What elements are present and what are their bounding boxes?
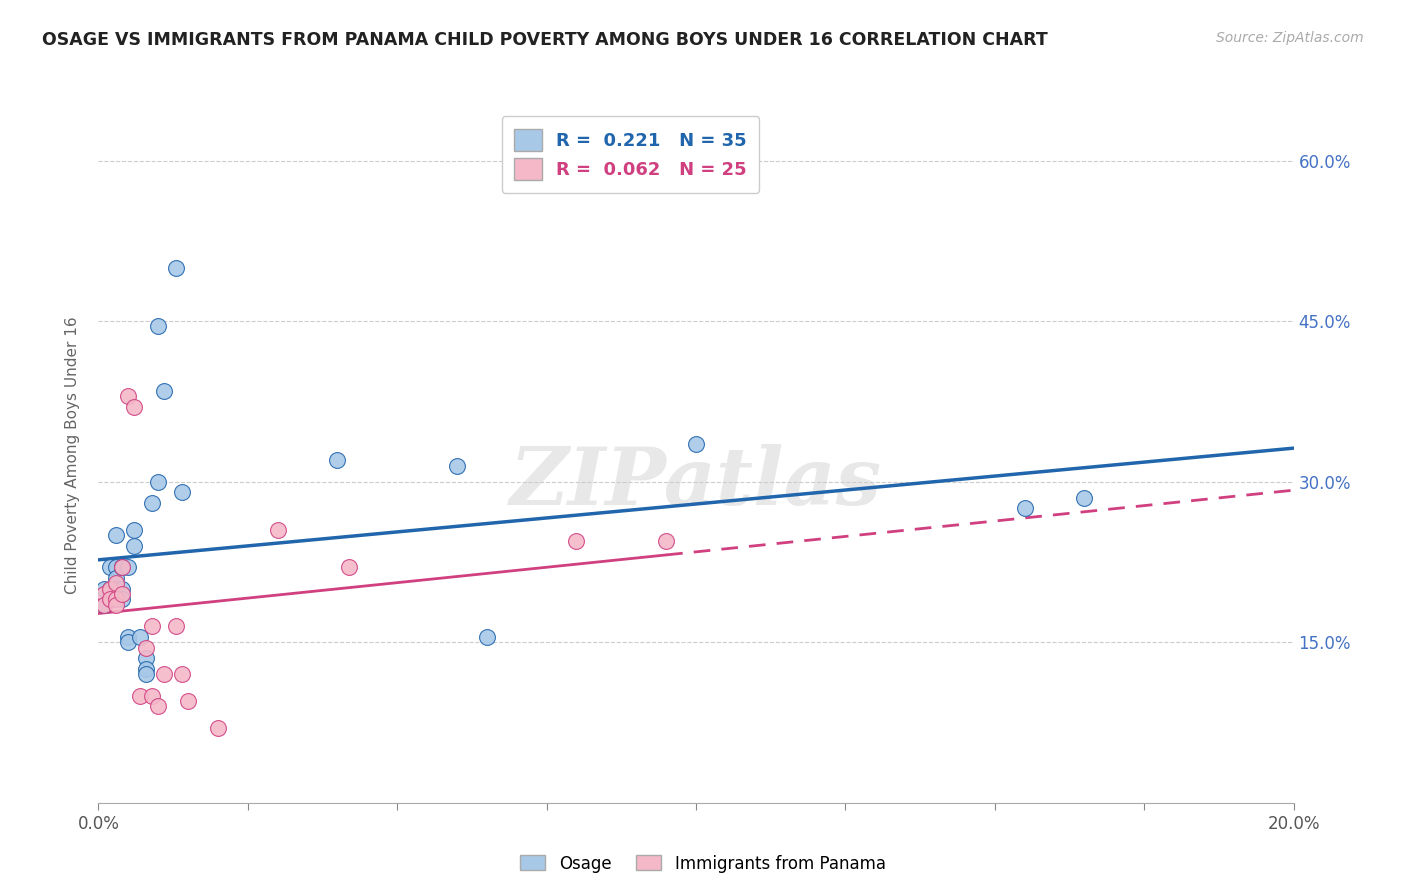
Point (1014, 501, 1036, 516)
Point (111, 592, 134, 607)
Point (105, 528, 128, 542)
Point (135, 640, 157, 655)
Point (177, 694, 200, 708)
Point (141, 619, 163, 633)
Point (141, 496, 163, 510)
Point (446, 458, 468, 473)
Point (100, 582, 122, 596)
Text: ZIPatlas: ZIPatlas (510, 444, 882, 522)
Point (100, 560, 122, 574)
Point (172, 667, 194, 681)
Point (655, 533, 678, 548)
Point (124, 539, 146, 553)
Point (267, 523, 290, 537)
Point (100, 592, 122, 607)
Point (124, 400, 146, 414)
Point (105, 560, 128, 574)
Text: Source: ZipAtlas.com: Source: ZipAtlas.com (1216, 31, 1364, 45)
Point (93, 598, 115, 612)
Point (105, 571, 128, 585)
Point (135, 667, 157, 681)
Point (117, 630, 139, 644)
Point (105, 592, 128, 607)
Point (148, 699, 170, 714)
Point (105, 598, 128, 612)
Point (100, 592, 122, 607)
Point (685, 437, 707, 451)
Point (105, 576, 128, 591)
Point (207, 721, 229, 735)
Point (135, 651, 157, 665)
Point (105, 582, 128, 596)
Point (111, 560, 134, 574)
Y-axis label: Child Poverty Among Boys Under 16: Child Poverty Among Boys Under 16 (65, 316, 80, 594)
Point (135, 662, 157, 676)
Point (129, 630, 152, 644)
Point (1073, 491, 1095, 505)
Point (93, 582, 115, 596)
Legend: R =  0.221   N = 35, R =  0.062   N = 25: R = 0.221 N = 35, R = 0.062 N = 25 (502, 116, 759, 193)
Point (148, 475, 170, 489)
Point (153, 384, 176, 398)
Legend: Osage, Immigrants from Panama: Osage, Immigrants from Panama (513, 848, 893, 880)
Point (111, 560, 134, 574)
Point (172, 485, 194, 500)
Text: OSAGE VS IMMIGRANTS FROM PANAMA CHILD POVERTY AMONG BOYS UNDER 16 CORRELATION CH: OSAGE VS IMMIGRANTS FROM PANAMA CHILD PO… (42, 31, 1047, 49)
Point (117, 635, 139, 649)
Point (165, 260, 187, 275)
Point (105, 592, 128, 607)
Point (100, 582, 122, 596)
Point (93, 587, 115, 601)
Point (93, 598, 115, 612)
Point (111, 587, 134, 601)
Point (124, 523, 146, 537)
Point (111, 560, 134, 574)
Point (117, 560, 139, 574)
Point (141, 689, 163, 703)
Point (475, 630, 498, 644)
Point (153, 667, 176, 681)
Point (165, 619, 187, 633)
Point (339, 560, 360, 574)
Point (129, 689, 152, 703)
Point (117, 389, 139, 403)
Point (111, 582, 134, 596)
Point (148, 319, 170, 334)
Point (565, 533, 588, 548)
Point (326, 453, 349, 467)
